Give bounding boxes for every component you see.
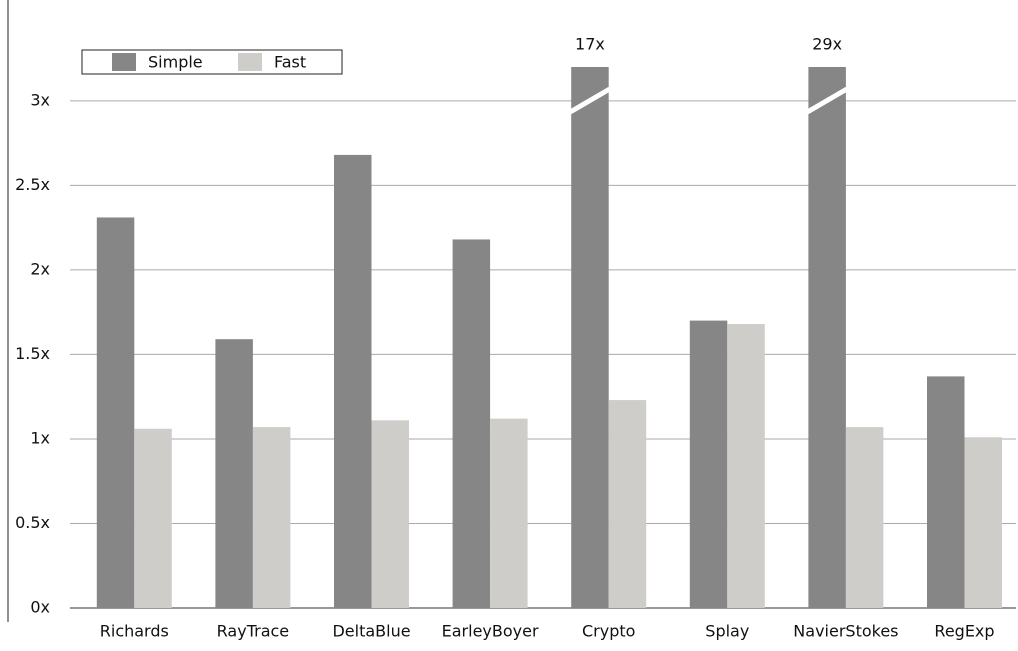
x-tick-label: Richards (100, 622, 169, 641)
y-tick-label: 0.5x (15, 513, 50, 532)
bar (490, 418, 528, 608)
bar (252, 427, 291, 608)
bar (689, 320, 728, 608)
x-tick-label: RegExp (934, 622, 994, 641)
x-tick-label: NavierStokes (793, 622, 898, 641)
x-tick-label: Splay (705, 622, 749, 641)
y-tick-label: 3x (30, 90, 50, 109)
bar (608, 400, 647, 608)
y-tick-label: 1x (30, 428, 50, 447)
bar (371, 420, 409, 608)
legend-swatch (238, 53, 262, 71)
value-label: 17x (575, 35, 605, 54)
legend-label: Simple (148, 53, 203, 72)
bar (845, 427, 884, 608)
y-tick-label: 1.5x (15, 344, 50, 363)
bar (571, 67, 609, 608)
axis-break (806, 86, 849, 115)
bar (808, 67, 846, 608)
bar (927, 376, 965, 608)
bar (96, 217, 135, 608)
bar (215, 339, 253, 608)
x-tick-label: EarleyBoyer (442, 622, 539, 641)
y-tick-label: 2.5x (15, 175, 50, 194)
y-tick-label: 0x (30, 598, 50, 617)
x-tick-label: DeltaBlue (332, 622, 410, 641)
axis-break (568, 86, 611, 115)
bar (727, 323, 765, 608)
x-tick-label: Crypto (582, 622, 635, 641)
bar (334, 154, 372, 608)
bar (964, 437, 1002, 608)
y-tick-label: 2x (30, 259, 50, 278)
legend-swatch (112, 53, 136, 71)
legend-label: Fast (274, 53, 306, 72)
x-tick-label: RayTrace (217, 622, 289, 641)
bar (452, 239, 491, 608)
bar (134, 428, 172, 608)
value-label: 29x (812, 35, 842, 54)
